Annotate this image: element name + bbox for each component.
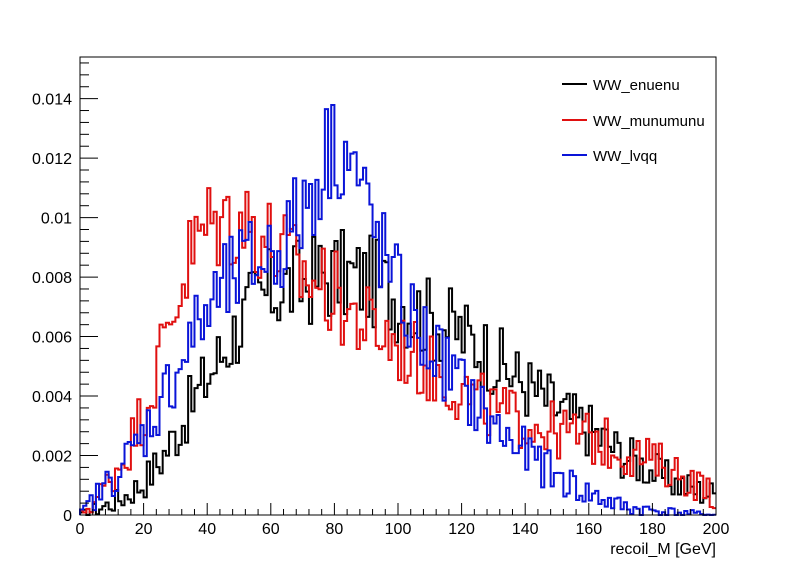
- y-tick-label: 0.002: [32, 449, 72, 466]
- y-tick-label: 0.006: [32, 330, 72, 347]
- series-line-ww_munumunu: [79, 187, 716, 515]
- x-tick-label: 60: [262, 521, 280, 538]
- legend-label-munumunu: WW_munumunu: [593, 113, 705, 130]
- x-tick-label: 100: [385, 521, 412, 538]
- x-tick-label: 20: [135, 521, 153, 538]
- axes-layer: 0 20 40 60 80 100 120 140 160 180 200 0 0.002 0.004 0.…: [32, 62, 730, 538]
- y-tick-label: 0.004: [32, 389, 72, 406]
- x-tick-label: 0: [76, 521, 85, 538]
- x-axis-title: recoil_M [GeV]: [610, 541, 716, 558]
- x-tick-label: 40: [198, 521, 216, 538]
- y-tick-label: 0.008: [32, 270, 72, 287]
- legend-label-enuenu: WW_enuenu: [593, 77, 680, 94]
- x-tick-label: 80: [326, 521, 344, 538]
- x-tick-label: 140: [512, 521, 539, 538]
- y-tick-label: 0.014: [32, 92, 72, 109]
- y-tick-label: 0.012: [32, 151, 72, 168]
- x-tick-label: 200: [703, 521, 730, 538]
- x-tick-label: 180: [639, 521, 666, 538]
- x-tick-label: 120: [448, 521, 475, 538]
- legend-label-lvqq: WW_lvqq: [593, 148, 657, 165]
- series-line-ww_enuenu: [79, 229, 716, 516]
- x-tick-label: 160: [575, 521, 602, 538]
- series-line-ww_lvqq: [79, 103, 716, 516]
- legend: WW_enuenu WW_munumunu WW_lvqq: [562, 77, 705, 165]
- y-tick-label: 0.01: [41, 211, 72, 228]
- series-layer: [79, 103, 716, 516]
- y-tick-label: 0: [63, 508, 72, 525]
